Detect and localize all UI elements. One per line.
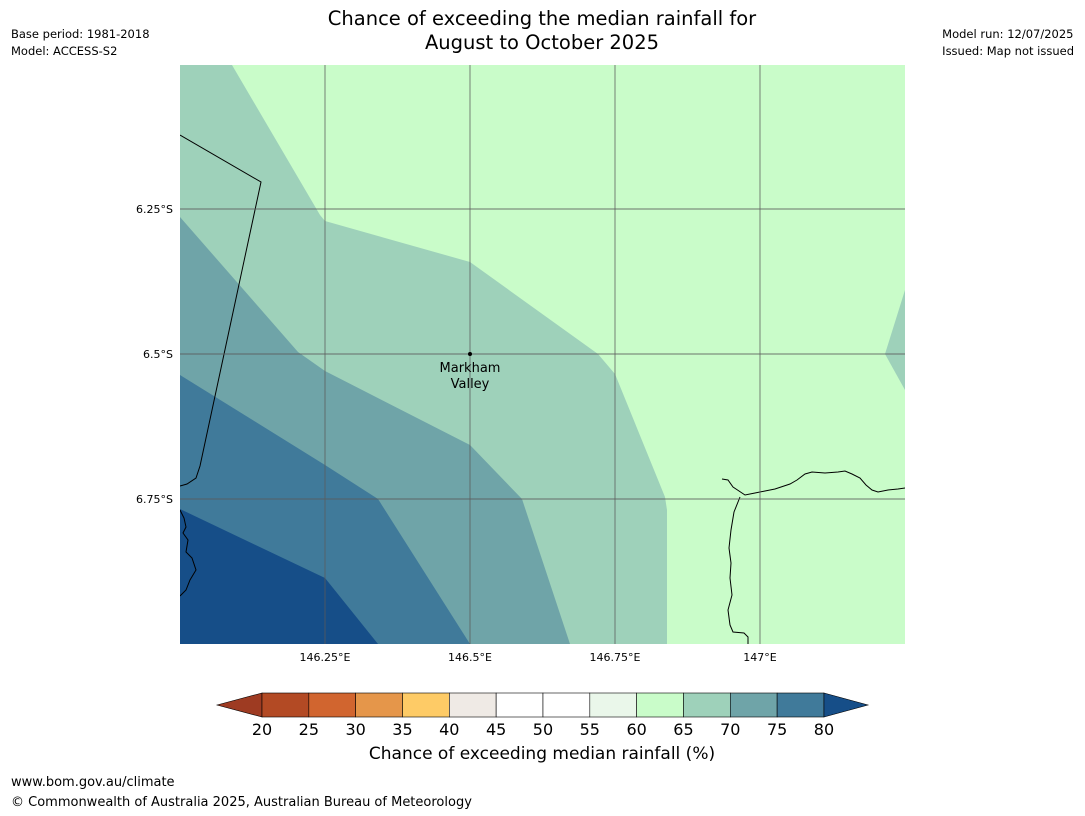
issued-status: Issued: Map not issued <box>942 44 1074 58</box>
colorbar-tick-label: 30 <box>345 720 365 739</box>
lon-tick-label: 146.5°E <box>448 651 492 664</box>
colorbar-swatch <box>402 692 450 718</box>
colorbar-title: Chance of exceeding median rainfall (%) <box>368 744 716 764</box>
zone-80-plus <box>180 509 378 644</box>
place-name-line-2: Valley <box>451 377 490 392</box>
footer-copyright: © Commonwealth of Australia 2025, Austra… <box>11 795 472 810</box>
colorbar-tick-label: 60 <box>626 720 646 739</box>
colorbar-tick-label: 70 <box>720 720 740 739</box>
lon-tick-label: 147°E <box>743 651 776 664</box>
colorbar-tick-label: 75 <box>767 720 787 739</box>
coastline <box>180 134 905 644</box>
run-info: Model run: 12/07/2025 Issued: Map not is… <box>942 26 1074 60</box>
place-marker <box>468 352 472 356</box>
colorbar-swatch <box>542 692 591 718</box>
rainfall-zones <box>180 65 905 644</box>
colorbar-swatch <box>683 692 731 718</box>
lon-tick-label: 146.75°E <box>590 651 641 664</box>
title-line-1: Chance of exceeding the median rainfall … <box>327 7 757 30</box>
colorbar-tick-label: 65 <box>673 720 693 739</box>
colorbar-swatch <box>449 692 497 718</box>
lat-tick-label: 6.5°S <box>143 348 173 361</box>
colorbar-tick-label: 25 <box>299 720 319 739</box>
colorbar: 20 25 30 35 40 45 50 55 60 65 70 75 80 <box>215 692 870 739</box>
colorbar-swatch <box>495 692 544 718</box>
colorbar-tick-label: 20 <box>252 720 272 739</box>
colorbar-tick-label: 35 <box>392 720 412 739</box>
colorbar-over-arrow <box>823 692 870 718</box>
lat-tick-label: 6.25°S <box>136 203 173 216</box>
colorbar-tick-label: 55 <box>580 720 600 739</box>
base-period: Base period: 1981-2018 <box>11 27 150 41</box>
colorbar-swatch <box>589 692 637 718</box>
model-info: Base period: 1981-2018 Model: ACCESS-S2 <box>11 26 150 60</box>
colorbar-tick-label: 40 <box>439 720 459 739</box>
colorbar-swatch <box>636 692 684 718</box>
colorbar-tick-label: 80 <box>814 720 834 739</box>
colorbar-swatch <box>776 692 825 718</box>
place-name-line-1: Markham <box>440 361 501 376</box>
colorbar-swatch <box>261 692 310 718</box>
colorbar-swatch <box>308 692 356 718</box>
colorbar-tick-label: 45 <box>486 720 506 739</box>
model-name: Model: ACCESS-S2 <box>11 44 118 58</box>
colorbar-swatch <box>355 692 403 718</box>
title-line-2: August to October 2025 <box>424 31 660 54</box>
colorbar-swatch <box>729 692 778 718</box>
footer-url: www.bom.gov.au/climate <box>11 775 175 790</box>
colorbar-tick-label: 50 <box>533 720 553 739</box>
colorbar-under-arrow <box>215 692 263 718</box>
lon-tick-label: 146.25°E <box>300 651 351 664</box>
zone-65-70-east <box>885 290 905 390</box>
lat-tick-label: 6.75°S <box>136 493 173 506</box>
model-run: Model run: 12/07/2025 <box>942 27 1074 41</box>
map-title: Chance of exceeding the median rainfall … <box>242 7 842 55</box>
